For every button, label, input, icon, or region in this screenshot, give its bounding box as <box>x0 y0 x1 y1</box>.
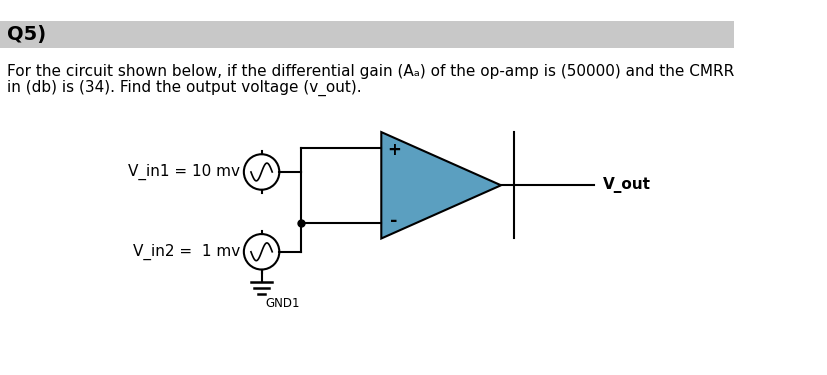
Bar <box>0 21 734 48</box>
Text: in (db) is (34). Find the output voltage (v_out).: in (db) is (34). Find the output voltage… <box>7 80 361 96</box>
Text: +: + <box>386 141 400 159</box>
Text: Q5): Q5) <box>7 25 46 44</box>
Text: V_in2 =  1 mv: V_in2 = 1 mv <box>133 244 240 260</box>
Text: V_out: V_out <box>602 177 650 193</box>
Text: For the circuit shown below, if the differential gain (Aₐ) of the op-amp is (500: For the circuit shown below, if the diff… <box>7 64 734 79</box>
Polygon shape <box>381 132 500 238</box>
Text: GND1: GND1 <box>265 297 299 310</box>
Text: -: - <box>390 212 397 230</box>
Text: V_in1 = 10 mv: V_in1 = 10 mv <box>128 164 240 180</box>
